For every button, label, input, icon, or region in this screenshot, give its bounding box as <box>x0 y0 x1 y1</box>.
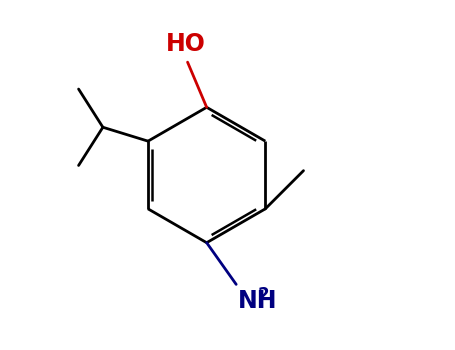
Text: 2: 2 <box>258 286 270 304</box>
Text: NH: NH <box>238 288 278 313</box>
Text: HO: HO <box>166 32 206 56</box>
